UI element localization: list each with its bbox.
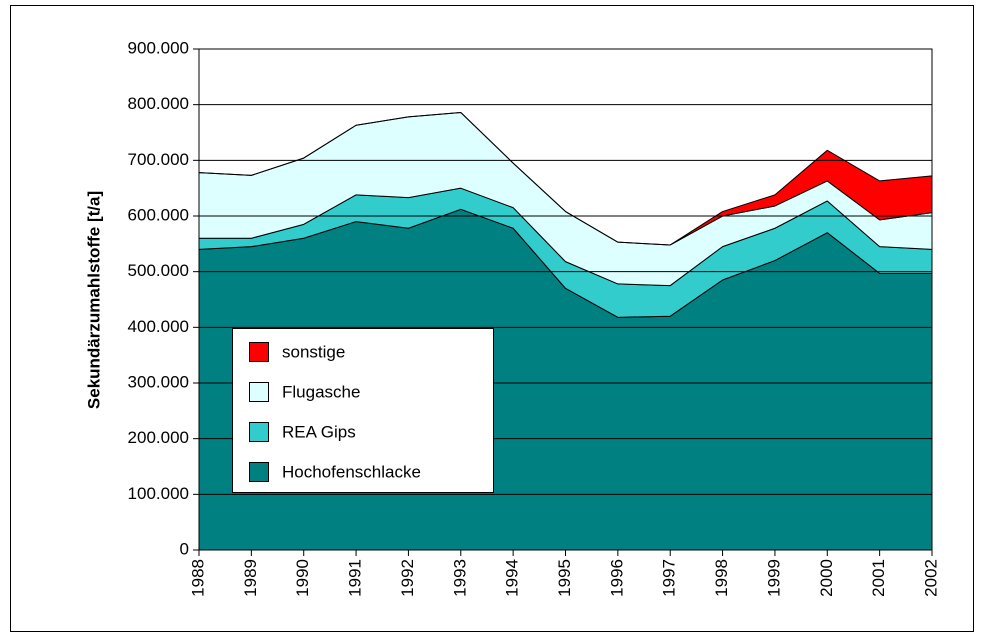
x-tick-label: 1988 [188,559,207,597]
legend-label: Flugasche [282,382,360,401]
x-tick-label: 2000 [817,559,836,597]
y-tick-label: 0 [180,539,189,558]
legend-box [232,328,494,493]
y-tick-label: 800.000 [128,94,189,113]
y-tick-label: 200.000 [128,428,189,447]
y-tick-label: 600.000 [128,205,189,224]
x-tick-label: 1999 [764,559,783,597]
x-tick-label: 1990 [293,559,312,597]
x-tick-label: 2001 [869,559,888,597]
x-tick-label: 1998 [712,559,731,597]
y-tick-label: 700.000 [128,150,189,169]
y-tick-label: 300.000 [128,372,189,391]
legend-swatch [249,382,269,402]
legend-swatch [249,342,269,362]
legend-label: Hochofenschlacke [282,462,421,481]
x-tick-label: 2002 [921,559,940,597]
y-tick-label: 400.000 [128,317,189,336]
legend-swatch [249,422,269,442]
y-tick-label: 900.000 [128,38,189,57]
legend-label: sonstige [282,342,345,361]
legend-label: REA Gips [282,422,356,441]
legend-swatch [249,462,269,482]
x-tick-label: 1989 [241,559,260,597]
y-axis-title: Sekundärzumahlstoffe [t/a] [84,191,103,409]
x-tick-label: 1991 [346,559,365,597]
x-tick-label: 1997 [660,559,679,597]
x-tick-label: 1995 [555,559,574,597]
x-tick-label: 1993 [450,559,469,597]
x-tick-label: 1994 [503,559,522,597]
x-tick-label: 1996 [607,559,626,597]
y-tick-label: 500.000 [128,261,189,280]
y-tick-label: 100.000 [128,484,189,503]
x-tick-label: 1992 [398,559,417,597]
